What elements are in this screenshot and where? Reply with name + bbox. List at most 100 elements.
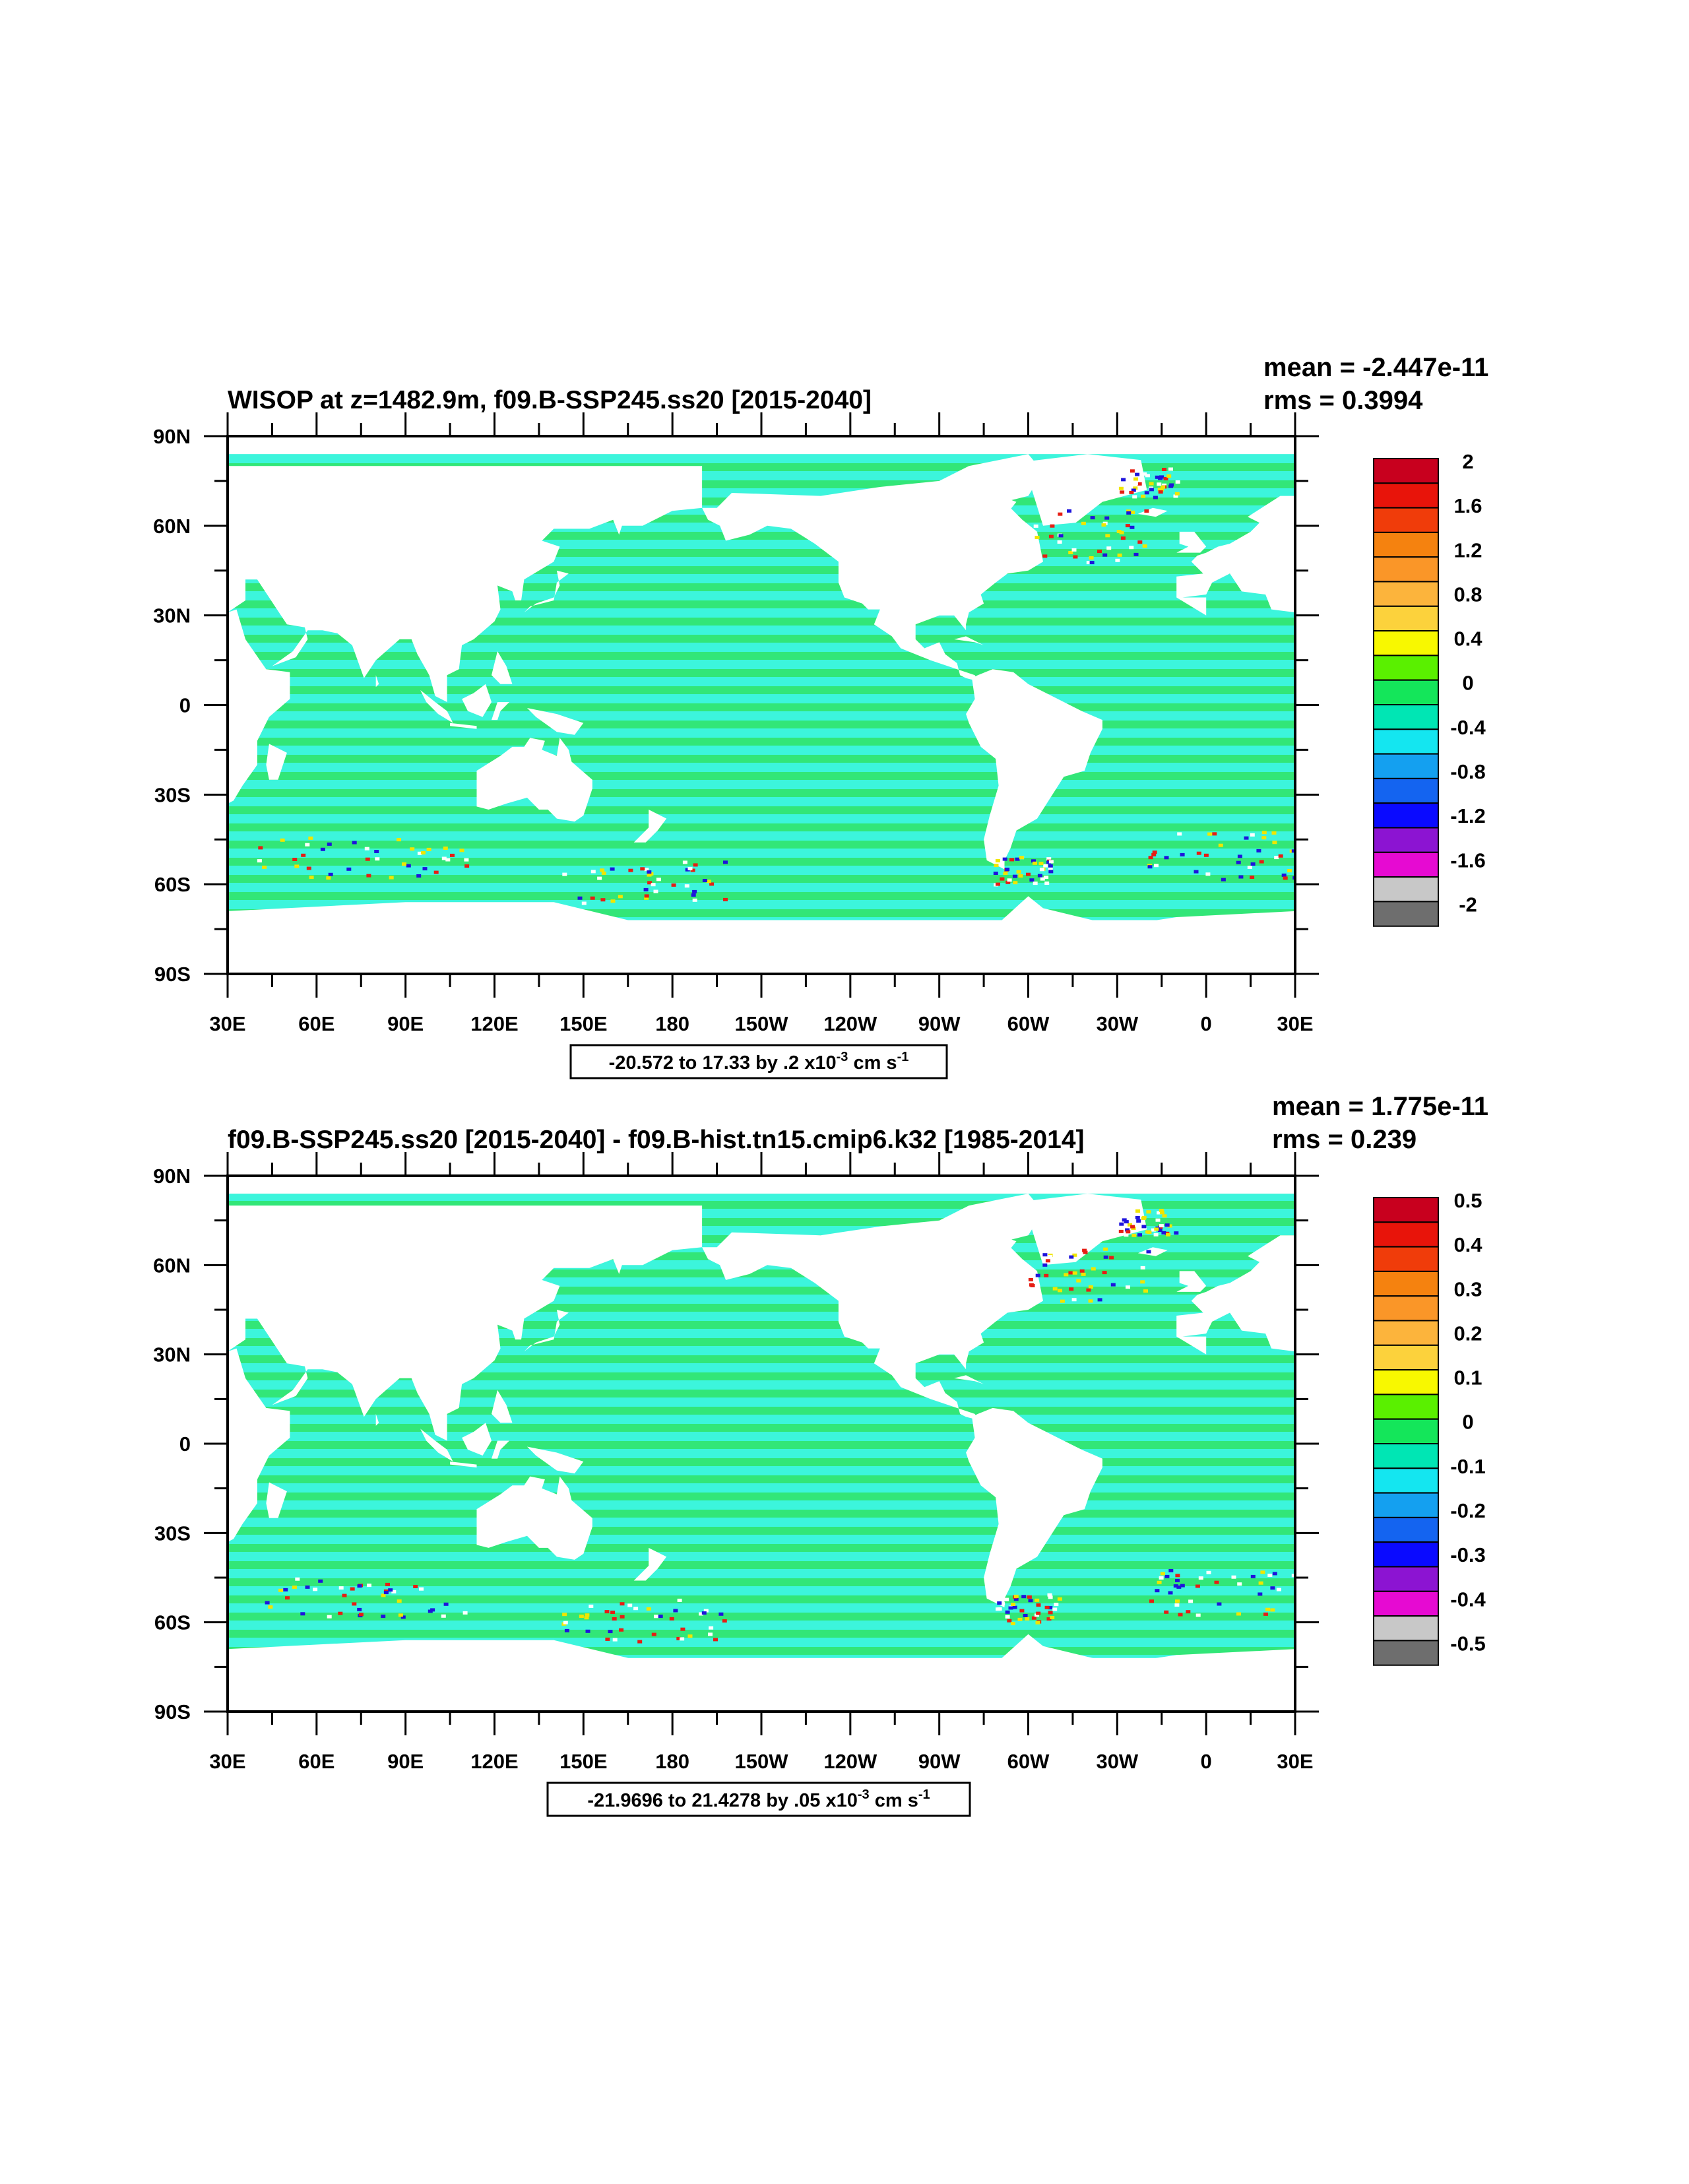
x-tick-label: 30W	[1096, 1012, 1138, 1035]
colorbar-swatch	[1373, 851, 1439, 878]
speckle	[1039, 868, 1044, 872]
colorbar-label: 0	[1462, 1411, 1473, 1434]
y-tick-label: 90S	[154, 1700, 191, 1723]
speckle	[1164, 1223, 1170, 1227]
speckle	[357, 1584, 362, 1588]
land-mask-19	[1176, 531, 1207, 553]
speckle	[1102, 1271, 1107, 1275]
speckle	[443, 1602, 449, 1606]
speckle	[459, 849, 464, 852]
speckle	[1205, 872, 1211, 876]
contour-info-part: -3	[858, 1787, 870, 1802]
colorbar-label: 0.4	[1453, 1233, 1482, 1256]
speckle	[318, 1579, 323, 1583]
speckle	[285, 1596, 290, 1600]
speckle	[1124, 1233, 1129, 1237]
speckle	[1271, 831, 1277, 835]
speckle	[1042, 1263, 1048, 1267]
speckle	[1036, 1603, 1041, 1607]
speckle	[413, 1585, 418, 1588]
speckle	[1133, 552, 1139, 556]
colorbar-swatch	[1373, 1640, 1439, 1666]
speckle	[680, 1627, 685, 1631]
speckle	[417, 851, 422, 855]
chart-title: f09.B-SSP245.ss20 [2015-2040] - f09.B-hi…	[228, 1126, 1085, 1154]
speckle	[1101, 523, 1106, 527]
contour-info-box	[569, 1044, 948, 1079]
land-mask-12	[266, 744, 287, 780]
speckle	[605, 1637, 610, 1641]
speckle	[1023, 1614, 1028, 1617]
x-tick-label: 150W	[735, 1750, 789, 1773]
speckle	[374, 850, 379, 853]
land-mask-10	[476, 738, 592, 822]
speckle	[1048, 1255, 1052, 1258]
speckle	[1141, 1217, 1146, 1220]
speckle	[1175, 1578, 1180, 1582]
speckle	[1157, 1211, 1162, 1215]
contour-info-part: -1	[897, 1050, 909, 1064]
y-tick-label: 30S	[154, 783, 191, 806]
land-mask-17	[966, 1407, 1102, 1608]
speckle	[1118, 1229, 1124, 1233]
speckle	[996, 882, 1000, 886]
speckle	[1195, 1613, 1201, 1617]
speckle	[646, 1607, 651, 1611]
speckle	[1173, 1584, 1178, 1588]
speckle	[1133, 482, 1138, 486]
speckle	[1270, 1586, 1275, 1590]
speckle	[1048, 864, 1053, 868]
y-tick-label: 60S	[154, 873, 191, 896]
x-tick-label: 150E	[559, 1012, 607, 1035]
speckle	[1148, 856, 1153, 860]
colorbar-label: -0.2	[1450, 1499, 1485, 1522]
contour-info-part: -21.9696 to 21.4278 by .05 x10	[587, 1790, 858, 1811]
speckle	[1086, 1288, 1091, 1292]
x-tick-label: 120W	[823, 1012, 877, 1035]
speckle	[1146, 1250, 1151, 1254]
speckle	[1091, 1267, 1096, 1271]
speckle	[1097, 550, 1102, 554]
x-tick-label: 60E	[298, 1012, 335, 1035]
colorbar-label: -2	[1459, 893, 1477, 916]
speckle	[1126, 511, 1131, 515]
speckle	[1048, 1606, 1053, 1610]
colorbar-label: 1.2	[1453, 538, 1482, 562]
chart-title: WISOP at z=1482.9m, f09.B-SSP245.ss20 [2…	[228, 386, 872, 414]
speckle	[1126, 1285, 1130, 1289]
speckle	[1060, 1299, 1065, 1303]
speckle	[1250, 876, 1255, 879]
x-tick-label: 90E	[387, 1750, 424, 1773]
land-mask-5	[420, 690, 453, 723]
speckle	[1129, 490, 1134, 494]
speckle	[1236, 1612, 1241, 1616]
speckle	[1068, 1271, 1073, 1275]
speckle	[1186, 1610, 1191, 1614]
speckle	[612, 1638, 618, 1642]
speckle	[257, 859, 262, 863]
speckle	[1168, 484, 1174, 488]
speckle	[610, 899, 616, 903]
land-mask-9	[526, 708, 584, 735]
speckle	[564, 1628, 569, 1632]
land-mask-4	[462, 684, 492, 717]
contour-info-part: -20.572 to 17.33 by .2 x10	[609, 1052, 837, 1074]
speckle	[1263, 1612, 1268, 1616]
speckle	[1015, 857, 1020, 861]
speckle	[278, 1588, 283, 1592]
speckle	[338, 1586, 344, 1590]
speckle	[1250, 862, 1256, 866]
speckle	[1025, 1617, 1030, 1621]
speckle	[644, 868, 649, 872]
y-tick-label: 0	[179, 1432, 191, 1456]
speckle	[1196, 851, 1201, 855]
speckle	[1097, 1298, 1102, 1302]
speckle	[1244, 836, 1249, 840]
speckle	[1291, 849, 1295, 853]
speckle	[1166, 1233, 1171, 1237]
speckle	[1010, 1622, 1015, 1626]
colorbar-swatch	[1373, 1516, 1439, 1543]
speckle	[1135, 1215, 1140, 1219]
speckle	[651, 883, 656, 887]
speckle	[1035, 1273, 1040, 1277]
